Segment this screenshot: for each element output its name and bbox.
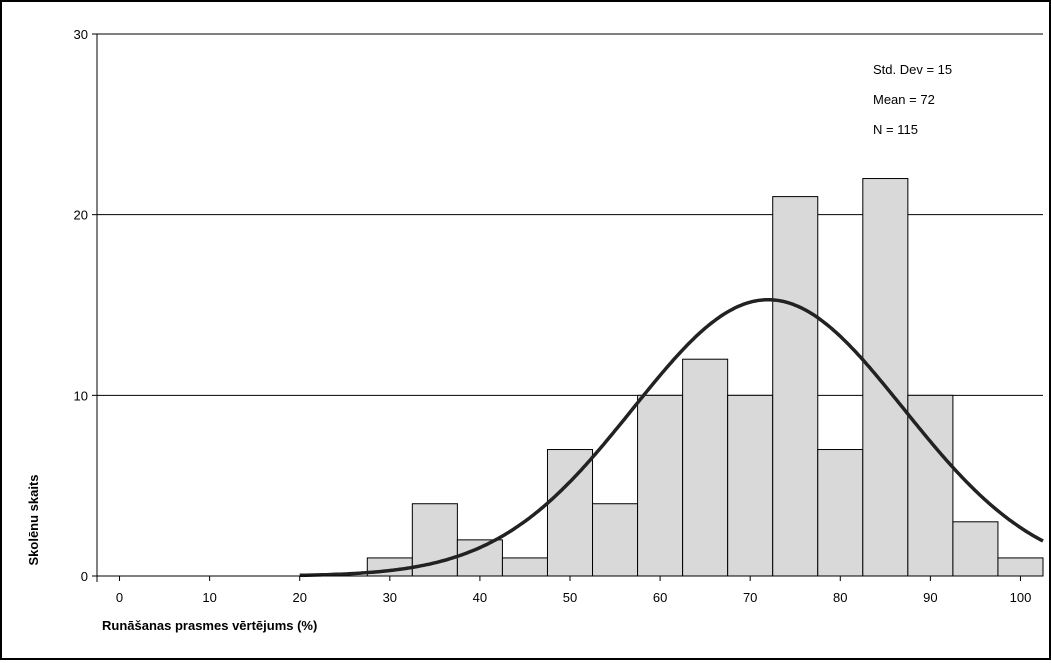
stat-n: N = 115 (873, 122, 918, 137)
y-tick-label-10: 10 (74, 388, 88, 403)
x-tick-label-50: 50 (563, 590, 577, 605)
x-tick-label-30: 30 (383, 590, 397, 605)
normal-curve-line (299, 297, 1044, 578)
y-tick-label-30: 30 (74, 27, 88, 42)
x-tick-label-90: 90 (923, 590, 937, 605)
histogram-bars (366, 178, 1044, 577)
histogram-bar-80 (817, 449, 864, 577)
x-tick-label-40: 40 (473, 590, 487, 605)
x-tick-label-100: 100 (1010, 590, 1032, 605)
stats-box: Std. Dev = 15 Mean = 72 N = 115 (873, 62, 952, 137)
histogram-bar-70 (727, 394, 774, 577)
histogram-bar-75 (772, 196, 819, 577)
histogram-bar-90 (907, 394, 954, 577)
x-tick-label-70: 70 (743, 590, 757, 605)
histogram-bar-60 (637, 394, 684, 577)
histogram-bar-45 (501, 557, 548, 577)
histogram-bar-55 (592, 503, 639, 577)
y-tick-label-0: 0 (81, 569, 88, 584)
histogram-bar-100 (997, 557, 1044, 577)
histogram-bar-40 (456, 539, 503, 577)
histogram-bar-85 (862, 178, 909, 577)
x-tick-labels: 0 10 20 30 40 50 60 70 80 90 100 (116, 590, 1031, 605)
stat-std-dev: Std. Dev = 15 (873, 62, 952, 77)
x-tick-label-0: 0 (116, 590, 123, 605)
histogram-bar-50 (546, 449, 594, 577)
y-tick-labels: 0 10 20 30 (74, 27, 88, 584)
histogram-bar-95 (952, 521, 999, 577)
x-tick-label-20: 20 (292, 590, 306, 605)
y-axis-title: Skolēnu skaits (26, 474, 41, 565)
x-axis-title: Runāšanas prasmes vērtējums (%) (102, 618, 317, 633)
axes (92, 33, 1043, 582)
histogram-bar-65 (682, 358, 729, 577)
x-tick-label-60: 60 (653, 590, 667, 605)
stat-mean: Mean = 72 (873, 92, 935, 107)
normal-curve (299, 297, 1044, 578)
x-tick-label-80: 80 (833, 590, 847, 605)
y-tick-label-20: 20 (74, 208, 88, 223)
x-tick-label-10: 10 (202, 590, 216, 605)
